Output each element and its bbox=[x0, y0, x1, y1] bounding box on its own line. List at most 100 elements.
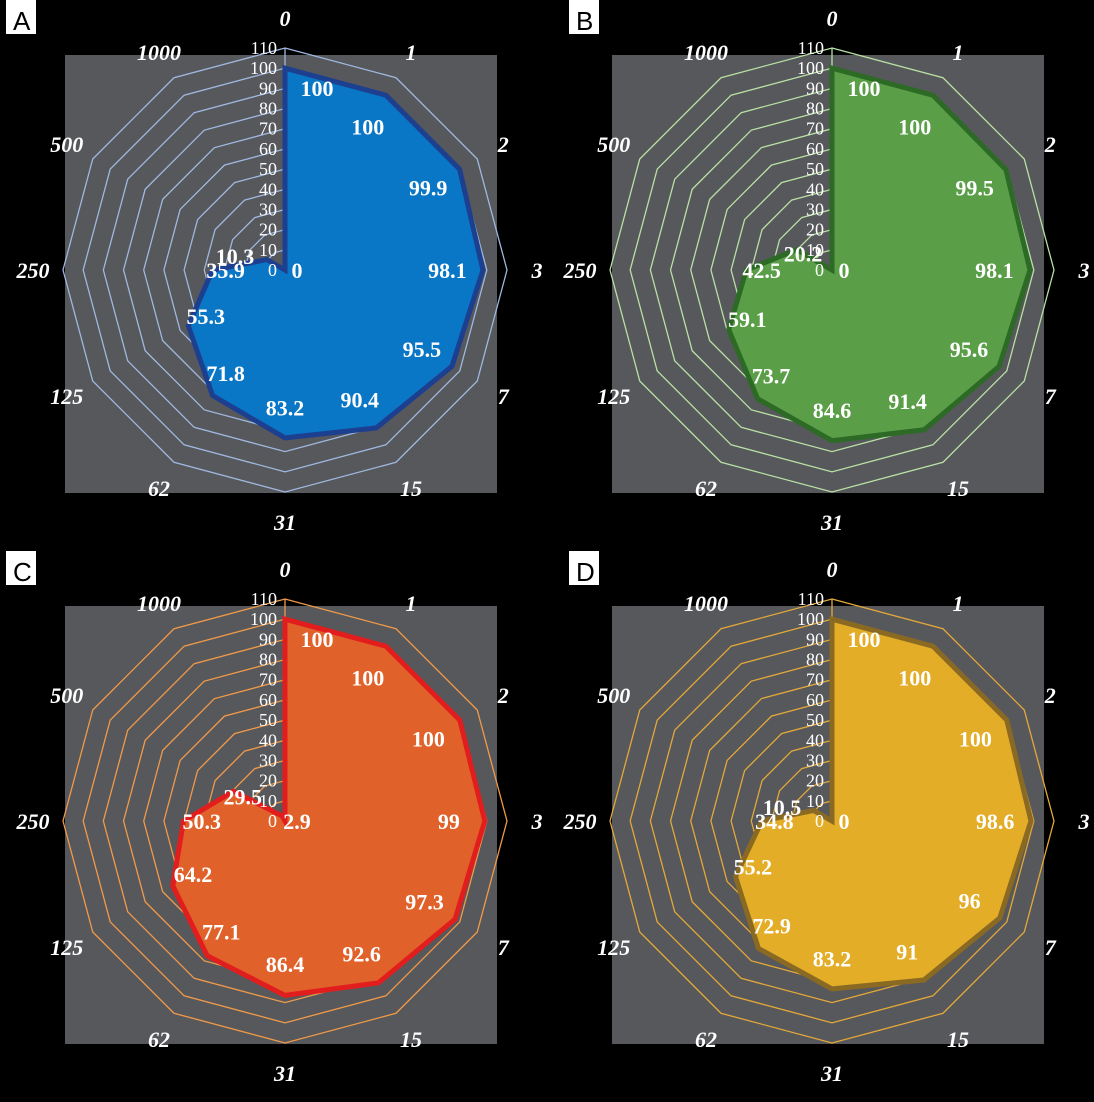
category-label: 7 bbox=[498, 935, 510, 960]
data-value-label: 95.6 bbox=[950, 337, 989, 362]
data-series-area bbox=[726, 64, 1033, 444]
data-value-label: 2.9 bbox=[283, 809, 311, 834]
category-label: 2 bbox=[497, 683, 509, 708]
grid-ring bbox=[62, 47, 508, 493]
category-label: 1 bbox=[406, 591, 417, 616]
radial-tick-label: 40 bbox=[259, 179, 277, 199]
radial-tick-label: 0 bbox=[815, 811, 824, 831]
category-label: 1 bbox=[406, 40, 417, 65]
category-label: 125 bbox=[597, 384, 630, 409]
category-label: 1000 bbox=[137, 591, 181, 616]
radar-chart-svg: B010203040506070809010011001237153162125… bbox=[547, 0, 1094, 551]
data-value-label: 77.1 bbox=[202, 919, 241, 944]
radial-tick-label: 50 bbox=[806, 159, 824, 179]
data-value-label: 20.2 bbox=[784, 241, 823, 266]
data-value-label: 35.9 bbox=[206, 258, 245, 283]
panel-letter-box bbox=[569, 0, 599, 34]
radial-tick-label: 30 bbox=[259, 199, 277, 219]
data-value-label: 92.6 bbox=[342, 942, 381, 967]
radial-tick-label: 60 bbox=[259, 139, 277, 159]
radial-tick-label: 20 bbox=[259, 220, 277, 240]
category-label: 1 bbox=[953, 591, 964, 616]
category-label: 2 bbox=[1044, 132, 1056, 157]
category-label: 500 bbox=[597, 132, 630, 157]
chart-panel-b: B 0 10 20 30 40 50 60 70 80 90 100 110 0 1 2 3 7 15 31 62 125… bbox=[547, 0, 1094, 551]
radial-tick-label: 90 bbox=[259, 78, 277, 98]
data-value-label: 59.1 bbox=[728, 307, 767, 332]
panel-letter: C bbox=[13, 557, 32, 587]
panel-letter-box bbox=[6, 0, 36, 34]
data-series-area bbox=[170, 615, 488, 998]
data-value-label: 99.5 bbox=[955, 176, 994, 201]
panel-letter-box bbox=[569, 551, 599, 585]
radial-tick-label: 10 bbox=[806, 240, 824, 260]
category-label: 31 bbox=[273, 1061, 296, 1086]
radial-tick-label: 110 bbox=[251, 589, 277, 609]
category-label: 15 bbox=[400, 476, 422, 501]
data-value-label: 34.8 bbox=[755, 809, 794, 834]
grid-ring bbox=[62, 598, 508, 1044]
category-label: 500 bbox=[50, 132, 83, 157]
category-label: 3 bbox=[531, 809, 543, 834]
category-label: 250 bbox=[16, 809, 50, 834]
radial-tick-label: 70 bbox=[259, 119, 277, 139]
category-label: 0 bbox=[280, 6, 291, 31]
radial-tick-label: 40 bbox=[806, 730, 824, 750]
radial-tick-label: 80 bbox=[806, 99, 824, 119]
radial-tick-label: 40 bbox=[806, 179, 824, 199]
category-label: 62 bbox=[695, 1027, 717, 1052]
data-value-label: 73.7 bbox=[752, 364, 791, 389]
grid-ring bbox=[609, 598, 1055, 1044]
category-label: 250 bbox=[16, 258, 50, 283]
radial-tick-label: 90 bbox=[806, 78, 824, 98]
data-value-label: 98.6 bbox=[976, 809, 1015, 834]
category-label: 250 bbox=[563, 258, 597, 283]
category-label: 0 bbox=[280, 557, 291, 582]
data-value-label: 100 bbox=[848, 627, 881, 652]
chart-panel-c: C 0 10 20 30 40 50 60 70 80 90 100 110 0 1 2 3 7 15 31 62 125… bbox=[0, 551, 547, 1102]
radial-tick-label: 10 bbox=[259, 240, 277, 260]
category-label: 7 bbox=[1045, 935, 1057, 960]
data-value-label: 91 bbox=[896, 939, 918, 964]
data-series-area bbox=[732, 615, 1034, 992]
data-value-label: 100 bbox=[412, 726, 445, 751]
data-value-label: 64.2 bbox=[174, 862, 213, 887]
radial-tick-label: 50 bbox=[259, 710, 277, 730]
data-value-label: 100 bbox=[959, 726, 992, 751]
radial-tick-label: 50 bbox=[806, 710, 824, 730]
radial-tick-label: 40 bbox=[259, 730, 277, 750]
category-label: 62 bbox=[148, 1027, 170, 1052]
data-value-label: 83.2 bbox=[266, 396, 305, 421]
data-value-label: 98.1 bbox=[975, 258, 1014, 283]
data-value-label: 55.3 bbox=[186, 304, 225, 329]
panel-letter: D bbox=[576, 557, 595, 587]
data-value-label: 99 bbox=[438, 809, 460, 834]
data-value-label: 96 bbox=[959, 888, 981, 913]
category-label: 1 bbox=[953, 40, 964, 65]
grid-ring bbox=[609, 47, 1055, 493]
data-value-label: 90.4 bbox=[341, 388, 380, 413]
category-label: 15 bbox=[947, 476, 969, 501]
category-label: 3 bbox=[531, 258, 543, 283]
data-value-label: 95.5 bbox=[403, 337, 442, 362]
category-label: 15 bbox=[947, 1027, 969, 1052]
data-value-label: 10.3 bbox=[216, 244, 255, 269]
radial-tick-label: 0 bbox=[815, 260, 824, 280]
data-value-label: 0 bbox=[292, 258, 303, 283]
radial-tick-label: 30 bbox=[806, 199, 824, 219]
category-label: 31 bbox=[820, 510, 843, 535]
category-label: 15 bbox=[400, 1027, 422, 1052]
data-value-label: 86.4 bbox=[266, 952, 305, 977]
category-label: 2 bbox=[497, 132, 509, 157]
data-value-label: 83.2 bbox=[813, 947, 852, 972]
radial-tick-label: 70 bbox=[806, 119, 824, 139]
category-label: 125 bbox=[597, 935, 630, 960]
data-value-label: 100 bbox=[848, 76, 881, 101]
panel-letter: A bbox=[13, 6, 31, 36]
data-series-area bbox=[185, 64, 486, 441]
radial-tick-label: 100 bbox=[250, 58, 277, 78]
radial-tick-label: 90 bbox=[806, 629, 824, 649]
category-label: 1000 bbox=[684, 591, 728, 616]
radial-tick-label: 80 bbox=[259, 650, 277, 670]
category-label: 62 bbox=[695, 476, 717, 501]
